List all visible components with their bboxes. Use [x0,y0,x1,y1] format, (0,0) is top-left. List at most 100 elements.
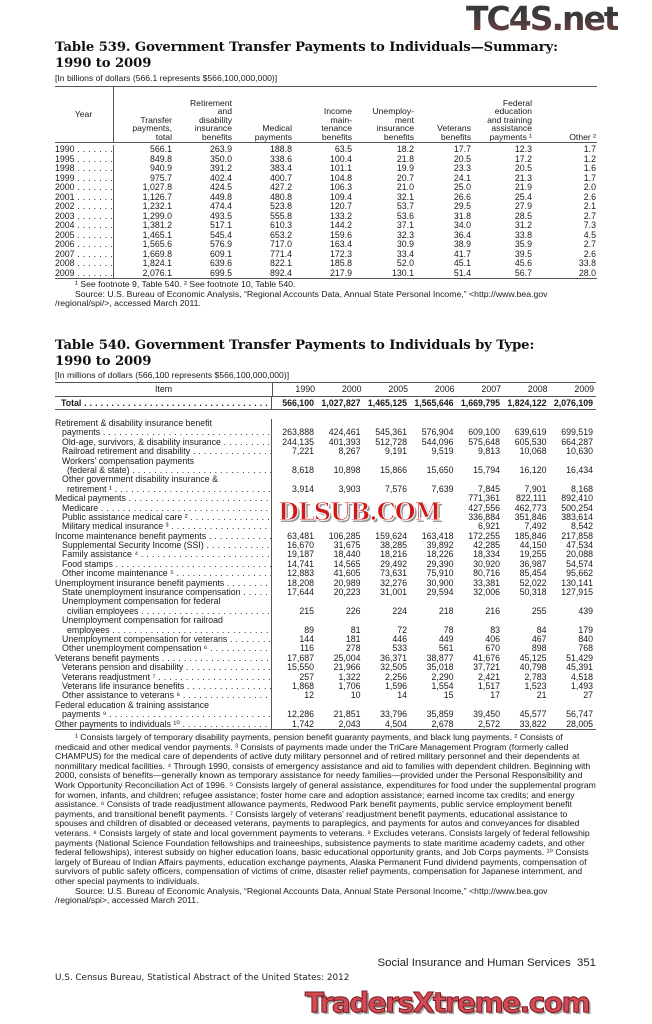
value-cell: 500,254 [561,502,593,513]
value-cell: 771,361 [468,493,500,504]
value-cell: 17.7 [415,144,472,155]
value: 391.2 [209,163,232,173]
table-row: Federal education & training assistance [55,700,596,711]
value: 109.4 [329,191,352,202]
value-cell: 21.0 [353,182,415,193]
value-cell: 244,135 [282,436,314,447]
value-cell: 45,577 [519,709,547,720]
table-row: Unemployment compensation for railroad [55,616,596,626]
value: 31.8 [453,210,471,221]
value-cell: 33.8 [472,230,533,241]
value-cell: 15,794 [473,464,500,475]
value: 1,669.8 [142,248,172,259]
value-cell: 263.9 [173,144,233,155]
year-label: 2008 [55,259,113,268]
value: 28.0 [578,267,596,278]
value-cell: 106.3 [293,182,353,193]
value-cell: 38,285 [380,540,407,551]
value-cell: 533 [392,643,407,654]
value: 1,465.1 [142,229,172,240]
value: 400.7 [269,172,292,183]
value-cell: 1,565.6 [114,239,173,250]
value-cell: 9,191 [384,446,407,457]
value: 822.1 [269,258,292,268]
value-cell: 4,518 [570,671,593,682]
value-cell: 30,900 [426,577,454,588]
value: 892.4 [269,267,292,278]
value-cell: 278 [345,643,361,654]
value-cell: 20.5 [472,163,533,174]
value-cell: 81 [350,624,361,635]
value-cell: 84 [536,624,547,635]
row-label: Veterans pension and disability [55,663,272,673]
value: 610.3 [269,220,292,230]
value: 27.9 [514,201,532,211]
value-cell: 35.9 [472,239,533,250]
value: 1.6 [583,163,596,173]
value: 63.5 [334,144,352,154]
row-label-text: Food stamps [55,560,271,569]
value-cell: 63.5 [293,144,353,155]
table-row: Total 566,100 1,027,827 1,465,125 1,565,646 1… [55,397,596,410]
row-label-text: Supplemental Security Income (SSI) [55,541,271,550]
value: 4.5 [583,229,596,240]
table-row: Retirement & disability insurance benefi… [55,419,596,429]
value-cell: 10,068 [519,446,547,457]
value-cell: 21 [536,690,547,701]
year-label: 1998 [55,164,113,173]
year-column-header: 2006 [434,384,455,394]
value-cell: 255 [531,605,547,616]
value: 263.9 [209,144,232,154]
year-label: 2004 [55,221,113,230]
value: 555.8 [269,210,292,221]
value: 474.4 [209,201,232,211]
value-cell: 257 [299,671,314,682]
year-label: 2001 [55,193,113,202]
value-cell: 576.9 [173,239,233,250]
value-cell: 1,706 [338,680,361,691]
row-label: civilian employees [55,606,272,617]
value-cell: 7,576 [384,483,407,494]
value-cell: 1,322 [338,671,361,682]
row-label-text: Medical payments [55,494,271,503]
value-cell: 940.9 [114,163,173,174]
value-cell: 163.4 [293,239,353,250]
spacer-row [55,410,596,419]
value-cell: 605,530 [514,436,547,447]
value-cell: 41.7 [415,249,472,260]
value-cell: 849.8 [114,154,173,165]
value: 402.4 [209,172,232,183]
row-label: Other income maintenance ⁵ [55,569,272,579]
value-cell: 566,100 [282,398,314,408]
value-cell: 3,914 [291,483,314,494]
value-cell: 545.4 [173,230,233,241]
value: 35.9 [514,239,532,249]
year-column-header: 2007 [481,384,501,394]
row-label: Supplemental Security Income (SSI) [55,541,272,551]
row-label-text: State unemployment insurance compensatio… [55,588,271,597]
table-540-header: Item 1990 2000 2005 2006 2007 2008 2009 [55,382,596,397]
row-label-text: Unemployment compensation for veterans [55,635,271,644]
table-539-bottom-rule [55,278,597,279]
value-cell: 768 [578,643,593,654]
row-label: Unemployment insurance benefit payments [55,578,272,589]
value-cell: 29,492 [380,558,407,569]
value-cell: 391.2 [173,163,233,174]
value-cell: 19,255 [519,549,547,560]
row-label-text: Retirement & disability insurance benefi… [55,419,212,428]
watermark-logo-tc4s: TC4S.net [466,0,620,38]
value-cell: 12,286 [287,709,314,720]
value: 2.1 [583,201,596,211]
value-cell: 523.8 [233,201,293,212]
row-label: Other government disability insurance & [55,475,272,485]
value-cell: 7,845 [477,483,500,494]
value-cell: 2,043 [338,718,361,729]
value: 133.2 [329,210,352,221]
value: 20.5 [453,153,471,164]
value: 17.2 [514,153,532,164]
value: 163.4 [329,239,352,249]
value-cell: 26.6 [415,192,472,203]
value: 21.3 [514,172,532,183]
table-row: payments 263,888 424,461 545,361 576,904 609,… [55,427,596,438]
table-row: 2005 1,465.1 545.4 653.2 159.6 32.3 36.4 33.8 4.… [55,229,597,241]
